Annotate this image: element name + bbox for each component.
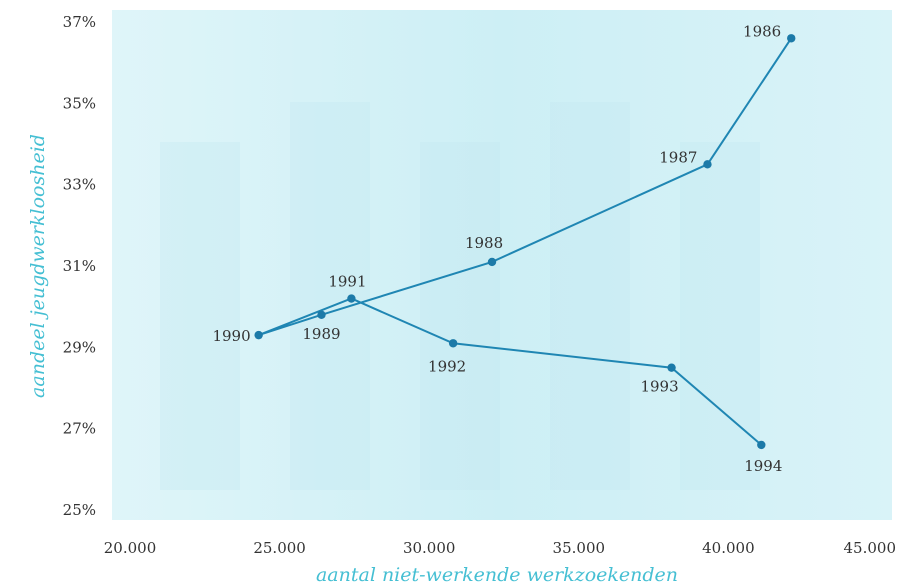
y-tick-label: 31% (63, 257, 96, 275)
x-tick-label: 20.000 (104, 539, 157, 557)
x-tick-label: 30.000 (403, 539, 456, 557)
x-tick-label: 45.000 (844, 539, 897, 557)
background-bands (160, 102, 760, 490)
data-label-1990: 1990 (212, 327, 250, 345)
background-band (420, 142, 500, 490)
data-label-1986: 1986 (743, 22, 781, 40)
x-axis-ticks: 20.000 25.000 30.000 35.000 40.000 45.000 (104, 539, 896, 557)
data-label-1988: 1988 (465, 234, 503, 252)
data-label-1993: 1993 (640, 378, 678, 396)
data-label-1991: 1991 (328, 273, 366, 291)
data-labels: 1986 1987 1988 1989 1990 1991 1992 1993 1994 (212, 22, 782, 475)
data-point-1991 (347, 294, 356, 303)
y-tick-label: 27% (63, 420, 96, 438)
data-point-1990 (254, 330, 263, 340)
background-band (290, 102, 370, 490)
data-label-1994: 1994 (744, 457, 782, 475)
y-tick-label: 35% (63, 94, 96, 112)
x-tick-label: 40.000 (702, 539, 755, 557)
y-axis-title: aandeel jeugdwerkloosheid (27, 134, 49, 398)
data-point-1992 (448, 339, 458, 348)
y-axis-ticks: 25% 27% 29% 31% 33% 35% 37% (63, 13, 96, 519)
background-band (550, 102, 630, 490)
x-tick-label: 25.000 (253, 539, 306, 557)
data-point-1989 (317, 310, 326, 319)
data-label-1989: 1989 (302, 325, 340, 343)
y-tick-label: 37% (63, 13, 96, 31)
data-point-1994 (757, 440, 766, 450)
background-band (680, 142, 760, 490)
y-tick-label: 25% (63, 501, 96, 519)
x-tick-label: 35.000 (553, 539, 606, 557)
x-axis-title: aantal niet-werkende werkzoekenden (316, 564, 678, 584)
data-point-1988 (487, 257, 497, 267)
data-point-1986 (787, 34, 796, 43)
background-band (160, 142, 240, 490)
data-point-1987 (703, 160, 712, 169)
y-tick-label: 33% (63, 176, 96, 194)
y-tick-label: 29% (63, 338, 96, 356)
data-label-1992: 1992 (428, 357, 466, 375)
data-point-1993 (667, 363, 676, 372)
data-label-1987: 1987 (659, 148, 697, 166)
data-points (254, 34, 796, 450)
plot-background (112, 10, 892, 520)
